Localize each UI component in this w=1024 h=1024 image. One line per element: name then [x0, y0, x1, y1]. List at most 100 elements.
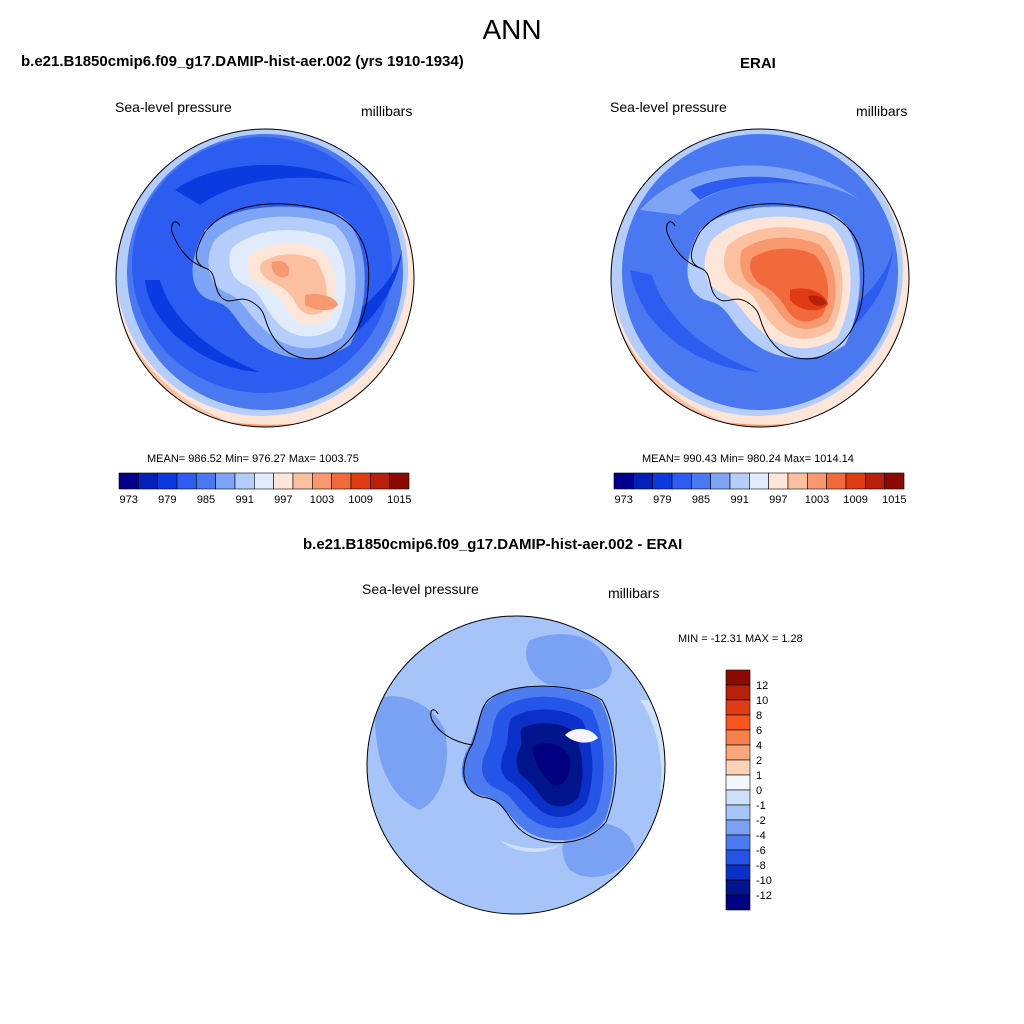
- panel-1-colorbar-cell: [118, 472, 139, 490]
- panel-3-colorbar-tick-label: 4: [756, 740, 762, 752]
- panel-2-colorbar-cell: [671, 472, 692, 490]
- panel-2-title: ERAI: [740, 55, 776, 72]
- panel-3-colorbar-tick-label: 12: [756, 680, 768, 692]
- panel-3-colorbar-cell: [725, 669, 751, 686]
- panel-2-colorbar-cell: [729, 472, 750, 490]
- panel-2-colorbar-cell: [710, 472, 731, 490]
- panel-1-colorbar-tick-label: 1009: [348, 494, 372, 506]
- panel-3-colorbar-cell: [725, 684, 751, 701]
- panel-3-colorbar-cell: [725, 864, 751, 881]
- panel-1-colorbar-tick-label: 979: [158, 494, 176, 506]
- panel-1-variable-label: Sea-level pressure: [115, 99, 232, 115]
- panel-3-colorbar-cell: [725, 879, 751, 896]
- panel-3-colorbar-cell: [725, 834, 751, 851]
- panel-2-colorbar-cell: [807, 472, 827, 490]
- panel-3-colorbar-cell: [725, 774, 751, 791]
- panel-3-colorbar-tick-label: -2: [756, 815, 766, 827]
- panel-3-stats: MIN = -12.31 MAX = 1.28: [678, 633, 803, 645]
- panel-1-colorbar-tick-label: 1003: [310, 494, 334, 506]
- panel-3-title: b.e21.B1850cmip6.f09_g17.DAMIP-hist-aer.…: [303, 536, 683, 553]
- panel-3-colorbar-tick-label: -4: [756, 830, 766, 842]
- panel-2-colorbar-tick-label: 985: [692, 494, 710, 506]
- figure-title: ANN: [482, 14, 542, 45]
- panel-2-colorbar-cell: [613, 472, 634, 490]
- panel-2-colorbar-cell: [691, 472, 711, 490]
- panel-3-colorbar-tick-label: 1: [756, 770, 762, 782]
- panel-2-colorbar-cell: [865, 472, 885, 490]
- panel-3-colorbar-cell: [725, 729, 751, 746]
- panel-3-colorbar-tick-label: 2: [756, 755, 762, 767]
- panel-1-colorbar-cell: [176, 472, 197, 490]
- panel-1-colorbar-tick-label: 991: [235, 494, 253, 506]
- panel-1-map: [115, 128, 415, 428]
- panel-2-variable-label: Sea-level pressure: [610, 99, 727, 115]
- panel-3-colorbar-cell: [725, 699, 751, 716]
- panel-1-title: b.e21.B1850cmip6.f09_g17.DAMIP-hist-aer.…: [21, 53, 464, 70]
- panel-1-colorbar-tick-label: 985: [197, 494, 215, 506]
- panel-3-colorbar-cell: [725, 789, 751, 806]
- panel-2-colorbar: 973 979 985 991 997 1003 1009 1015: [613, 472, 907, 506]
- panel-1-stats: MEAN= 986.52 Min= 976.27 Max= 1003.75: [147, 453, 359, 465]
- panel-1-colorbar-cell: [389, 472, 410, 490]
- panel-1-colorbar: 973 979 985 991 997 1003 1009 1015: [118, 472, 412, 506]
- panel-3-colorbar-cell: [725, 714, 751, 731]
- panel-1-colorbar-cell: [312, 472, 332, 490]
- panel-3-coastline: [430, 685, 617, 844]
- panel-2-colorbar-tick-label: 991: [730, 494, 748, 506]
- panel-1-colorbar-cell: [273, 472, 294, 490]
- panel-3-colorbar-cell: [725, 894, 751, 911]
- panel-1-colorbar-tick-label: 973: [119, 494, 137, 506]
- panel-2-colorbar-tick-label: 1009: [843, 494, 867, 506]
- panel-1-colorbar-cell: [234, 472, 255, 490]
- panel-3-colorbar-tick-label: -6: [756, 845, 766, 857]
- panel-1-units-label: millibars: [361, 103, 413, 119]
- panel-1-map-border: [115, 128, 415, 428]
- panel-2-colorbar-tick-label: 1015: [882, 494, 906, 506]
- panel-2-map: [610, 128, 910, 428]
- panel-3-colorbar-tick-label: -8: [756, 860, 766, 872]
- panel-3-map: [366, 615, 666, 915]
- panel-1-colorbar-cell: [331, 472, 352, 490]
- panel-1-colorbar-cell: [292, 472, 313, 490]
- panel-1-colorbar-cell: [157, 472, 178, 490]
- panel-3-variable-label: Sea-level pressure: [362, 581, 479, 597]
- panel-2-stats: MEAN= 990.43 Min= 980.24 Max= 1014.14: [642, 453, 854, 465]
- panel-1-colorbar-cell: [196, 472, 216, 490]
- panel-2-colorbar-cell: [845, 472, 866, 490]
- panel-2-colorbar-cell: [826, 472, 847, 490]
- panel-1-coastline: [171, 203, 370, 360]
- panel-3-colorbar-cell: [725, 849, 751, 866]
- panel-2-colorbar-cell: [652, 472, 673, 490]
- panel-3-colorbar-tick-label: 10: [756, 695, 768, 707]
- panel-2-colorbar-tick-label: 979: [653, 494, 671, 506]
- panel-3-colorbar-tick-label: -1: [756, 800, 766, 812]
- panel-2-units-label: millibars: [856, 103, 908, 119]
- panel-2-colorbar-cell: [633, 472, 653, 490]
- panel-3-colorbar-cell: [725, 744, 751, 761]
- panel-1-colorbar-cell: [138, 472, 158, 490]
- panel-1-colorbar-cell: [215, 472, 236, 490]
- panel-2-colorbar-cell: [884, 472, 905, 490]
- panel-3-colorbar-tick-label: -12: [756, 890, 772, 902]
- panel-3-colorbar-cell: [725, 759, 751, 776]
- panel-2-coastline: [666, 203, 865, 360]
- panel-2-colorbar-tick-label: 1003: [805, 494, 829, 506]
- panel-3-colorbar-cell: [725, 819, 751, 836]
- panel-2-colorbar-cell: [787, 472, 808, 490]
- panel-2-colorbar-tick-label: 997: [769, 494, 787, 506]
- panel-2-map-border: [610, 128, 910, 428]
- panel-2-colorbar-cell: [768, 472, 789, 490]
- panel-2-colorbar-tick-label: 973: [614, 494, 632, 506]
- panel-1-colorbar-tick-label: 997: [274, 494, 292, 506]
- panel-3-colorbar-tick-label: 0: [756, 785, 762, 797]
- panel-2-colorbar-cell: [749, 472, 769, 490]
- panel-1-colorbar-tick-label: 1015: [387, 494, 411, 506]
- panel-3-units-label: millibars: [608, 585, 660, 601]
- panel-3-colorbar-cell: [725, 804, 751, 821]
- panel-1-colorbar-cell: [350, 472, 371, 490]
- panel-3-map-border: [366, 615, 666, 915]
- panel-3-colorbar-tick-label: -10: [756, 875, 772, 887]
- panel-1-colorbar-cell: [254, 472, 274, 490]
